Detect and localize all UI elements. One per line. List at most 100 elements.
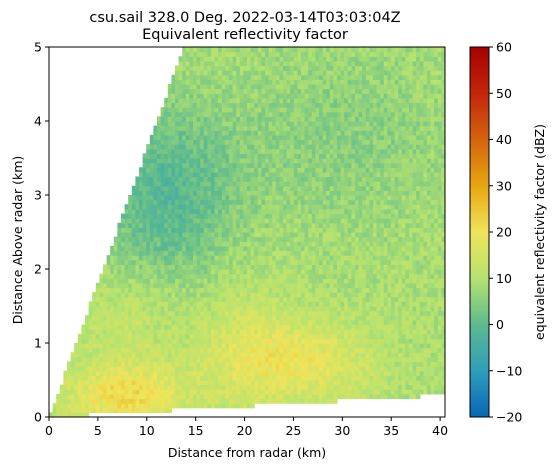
heatmap-cell (293, 352, 298, 358)
heatmap-cell (261, 60, 266, 67)
heatmap-cell (182, 241, 187, 247)
heatmap-cell (329, 333, 334, 339)
heatmap-cell (254, 347, 259, 353)
heatmap-cell (290, 79, 295, 85)
heatmap-cell (178, 88, 183, 94)
heatmap-cell (283, 292, 288, 298)
heatmap-cell (171, 245, 176, 252)
heatmap-cell (157, 241, 162, 247)
heatmap-cell (279, 296, 284, 302)
heatmap-cell (236, 195, 241, 201)
heatmap-cell (333, 324, 338, 330)
heatmap-cell (193, 356, 198, 363)
heatmap-cell (315, 282, 320, 289)
heatmap-cell (319, 296, 324, 302)
heatmap-cell (337, 370, 342, 376)
heatmap-cell (175, 125, 180, 131)
heatmap-cell (275, 292, 280, 298)
heatmap-cell (297, 380, 302, 386)
heatmap-cell (203, 241, 208, 247)
heatmap-cell (103, 356, 108, 363)
heatmap-cell (203, 56, 208, 62)
heatmap-cell (157, 176, 162, 182)
heatmap-cell (293, 319, 298, 326)
heatmap-cell (135, 255, 140, 261)
heatmap-cell (200, 264, 205, 270)
heatmap-cell (275, 287, 280, 293)
heatmap-cell (293, 144, 298, 150)
heatmap-cell (135, 310, 140, 316)
heatmap-cell (268, 47, 273, 53)
heatmap-cell (254, 158, 259, 164)
heatmap-cell (293, 125, 298, 131)
heatmap-cell (214, 116, 219, 122)
heatmap-cell (185, 319, 190, 326)
heatmap-cell (160, 403, 165, 409)
heatmap-cell (272, 356, 277, 363)
heatmap-cell (135, 296, 140, 302)
heatmap-cell (265, 361, 270, 367)
heatmap-cell (175, 167, 180, 173)
heatmap-cell (279, 88, 284, 94)
heatmap-cell (257, 84, 262, 90)
heatmap-cell (297, 338, 302, 344)
heatmap-cell (239, 199, 244, 205)
heatmap-cell (322, 84, 327, 90)
heatmap-cell (250, 269, 255, 275)
heatmap-cell (272, 366, 277, 372)
heatmap-cell (311, 232, 316, 238)
heatmap-cell (293, 361, 298, 367)
heatmap-cell (333, 269, 338, 275)
heatmap-cell (88, 329, 93, 335)
heatmap-cell (185, 208, 190, 215)
heatmap-cell (301, 51, 306, 57)
heatmap-cell (326, 125, 331, 131)
heatmap-cell (203, 121, 208, 127)
heatmap-cell (265, 199, 270, 205)
heatmap-cell (239, 227, 244, 233)
heatmap-cell (236, 380, 241, 386)
heatmap-cell (178, 130, 183, 136)
heatmap-cell (293, 116, 298, 122)
heatmap-cell (268, 366, 273, 372)
heatmap-cell (236, 116, 241, 122)
heatmap-cell (221, 60, 226, 67)
heatmap-cell (229, 171, 234, 178)
heatmap-cell (337, 195, 342, 201)
heatmap-cell (131, 324, 136, 330)
heatmap-cell (250, 153, 255, 159)
heatmap-cell (272, 148, 277, 154)
heatmap-cell (175, 176, 180, 182)
heatmap-cell (250, 306, 255, 312)
heatmap-cell (308, 375, 313, 381)
heatmap-cell (193, 84, 198, 90)
heatmap-cell (315, 195, 320, 201)
heatmap-cell (290, 153, 295, 159)
heatmap-cell (304, 273, 309, 279)
heatmap-cell (308, 134, 313, 141)
heatmap-cell (301, 125, 306, 131)
heatmap-cell (319, 278, 324, 284)
heatmap-cell (297, 176, 302, 182)
heatmap-cell (319, 338, 324, 344)
heatmap-cell (304, 111, 309, 117)
heatmap-cell (110, 343, 115, 349)
heatmap-cell (322, 296, 327, 302)
heatmap-cell (142, 306, 147, 312)
heatmap-cell (185, 190, 190, 196)
heatmap-cell (315, 273, 320, 279)
heatmap-cell (214, 204, 219, 210)
heatmap-cell (257, 292, 262, 298)
heatmap-cell (301, 204, 306, 210)
heatmap-cell (283, 384, 288, 390)
heatmap-cell (268, 343, 273, 349)
heatmap-cell (185, 153, 190, 159)
heatmap-cell (290, 47, 295, 53)
heatmap-cell (275, 250, 280, 256)
heatmap-cell (153, 190, 158, 196)
heatmap-cell (297, 65, 302, 71)
heatmap-cell (344, 185, 349, 191)
heatmap-cell (88, 315, 93, 321)
heatmap-cell (171, 162, 176, 168)
heatmap-cell (196, 361, 201, 367)
